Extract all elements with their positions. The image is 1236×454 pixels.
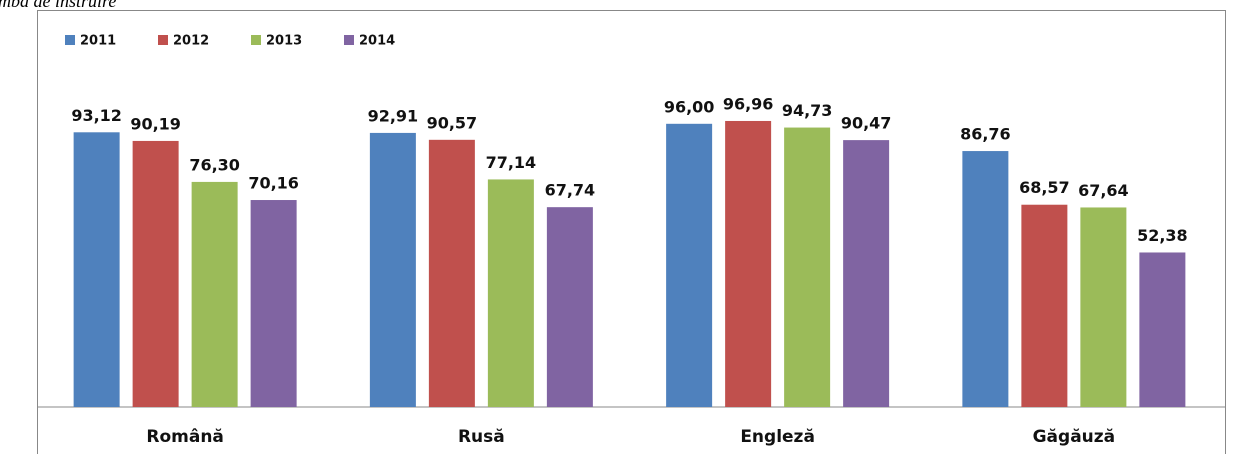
- bar: [843, 140, 890, 407]
- bar: [250, 200, 297, 407]
- chart-frame: [37, 10, 1226, 454]
- x-tick-label: Rusă: [458, 427, 505, 447]
- data-label: 90,19: [130, 114, 181, 133]
- data-label: 92,91: [368, 106, 419, 125]
- bar: [191, 181, 238, 407]
- bar: [369, 132, 416, 407]
- data-label: 67,64: [1078, 181, 1129, 200]
- x-tick-label: Găgăuză: [1033, 427, 1116, 447]
- x-tick-label: Engleză: [740, 427, 815, 447]
- bar: [73, 132, 120, 407]
- data-label: 94,73: [782, 101, 833, 120]
- legend-label: 2014: [359, 34, 395, 49]
- legend-label: 2012: [173, 34, 209, 49]
- caption: mba de instruire: [0, 0, 116, 11]
- data-label: 86,76: [960, 125, 1011, 144]
- legend-label: 2011: [80, 34, 116, 49]
- legend-swatch: [65, 35, 75, 45]
- data-label: 90,47: [841, 114, 892, 133]
- data-label: 70,16: [248, 174, 299, 193]
- bar: [546, 207, 593, 407]
- data-label: 52,38: [1137, 226, 1188, 245]
- data-label: 96,96: [723, 94, 774, 113]
- legend-swatch: [251, 35, 261, 45]
- legend-label: 2013: [266, 34, 302, 49]
- legend-swatch: [158, 35, 168, 45]
- data-label: 90,57: [427, 113, 478, 132]
- bar: [428, 139, 475, 408]
- bar: [1080, 207, 1127, 407]
- bar: [962, 151, 1009, 407]
- bar: [1021, 204, 1068, 407]
- bar: [784, 127, 831, 407]
- data-label: 67,74: [545, 181, 596, 200]
- bar: [487, 179, 534, 407]
- bar: [725, 120, 772, 407]
- x-tick-label: Română: [146, 427, 224, 447]
- bar: [666, 123, 713, 408]
- data-label: 76,30: [189, 155, 240, 174]
- data-label: 68,57: [1019, 178, 1070, 197]
- data-label: 77,14: [486, 153, 537, 172]
- legend-swatch: [344, 35, 354, 45]
- data-label: 96,00: [664, 97, 715, 116]
- bar: [1139, 252, 1186, 407]
- bar: [132, 140, 179, 407]
- data-label: 93,12: [71, 106, 122, 125]
